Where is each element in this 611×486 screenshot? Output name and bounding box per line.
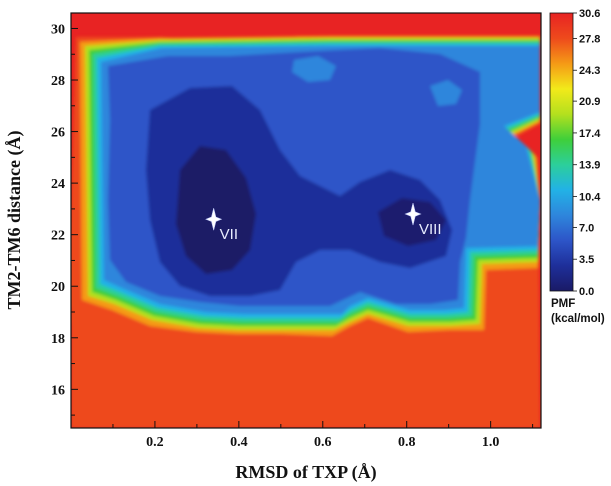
contour-band (430, 80, 462, 106)
plot-frame (70, 12, 542, 429)
contour-band (176, 146, 256, 274)
x-axis: 0.2 0.4 0.6 0.8 1.0 (112, 421, 534, 450)
colorbar-title-units: (kcal/mol) (551, 313, 605, 325)
y-tick-label: 28 (51, 74, 65, 89)
y-axis: 16 18 20 22 24 26 28 30 (51, 22, 78, 416)
colorbar-ticks: 30.6 27.8 24.3 20.9 17.4 13.9 10.4 7.0 3.5 0.0 (573, 8, 601, 298)
x-tick-label: 0.6 (314, 435, 332, 450)
x-tick-label: 0.4 (230, 435, 248, 450)
contour-band (292, 56, 336, 82)
minimum-label: VIII (419, 221, 442, 238)
colorbar: 30.6 27.8 24.3 20.9 17.4 13.9 10.4 7.0 3.5 0.0 PM… (549, 8, 605, 325)
colorbar-tick-label: 7.0 (579, 222, 594, 234)
colorbar-tick-label: 10.4 (579, 192, 601, 204)
x-tick-label: 0.2 (146, 435, 164, 450)
y-axis-title: TM2-TM6 distance (Å) (4, 131, 25, 310)
colorbar-title-pmf: PMF (551, 298, 575, 310)
y-tick-label: 16 (51, 383, 65, 398)
colorbar-tick-label: 3.5 (579, 254, 594, 266)
colorbar-tick-label: 30.6 (579, 8, 600, 20)
y-tick-label: 22 (51, 229, 65, 244)
colorbar-tick-label: 0.0 (579, 286, 594, 298)
colorbar-tick-label: 27.8 (579, 33, 600, 45)
colorbar-tick-label: 13.9 (579, 160, 600, 172)
colorbar-tick-label: 20.9 (579, 96, 600, 108)
colorbar-gradient (549, 12, 574, 292)
annotations: VII VIII (205, 202, 442, 243)
plot-area (71, 13, 541, 428)
y-tick-label: 26 (51, 126, 65, 141)
colorbar-tick-label: 17.4 (579, 128, 601, 140)
colorbar-tick-label: 24.3 (579, 65, 600, 77)
minimum-star-icon (404, 202, 422, 226)
y-tick-label: 18 (51, 332, 65, 347)
x-axis-title: RMSD of TXP (Å) (235, 462, 376, 483)
minimum-star-icon (205, 208, 223, 231)
minimum-label: VII (220, 226, 238, 243)
x-tick-label: 0.8 (398, 435, 416, 450)
x-tick-label: 1.0 (482, 435, 500, 450)
y-tick-label: 20 (51, 280, 65, 295)
y-tick-label: 24 (51, 177, 65, 192)
y-tick-label: 30 (51, 22, 65, 37)
